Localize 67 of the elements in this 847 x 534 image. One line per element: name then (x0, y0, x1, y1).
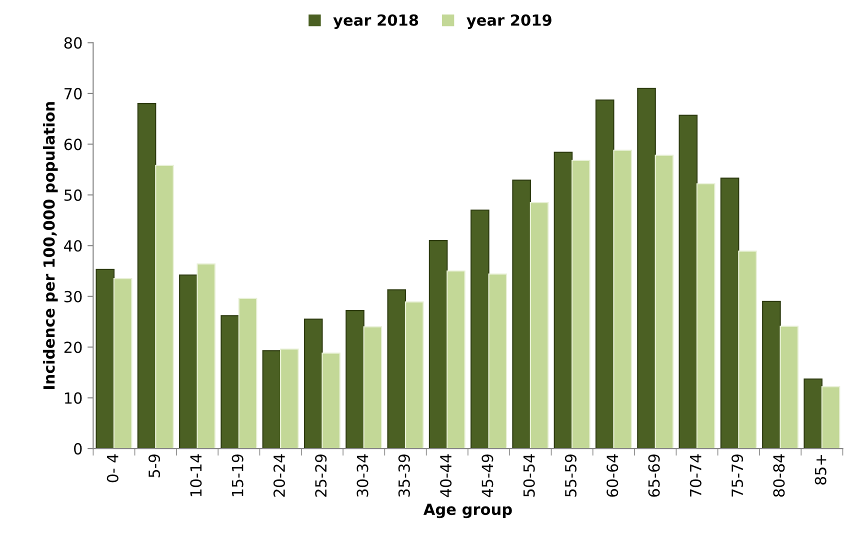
x-tick-label: 75-79 (732, 454, 744, 497)
bar (804, 378, 822, 449)
bar (96, 268, 115, 449)
bar (554, 152, 573, 449)
bar (280, 348, 299, 449)
bar (696, 183, 716, 449)
x-tick-label: 85+ (814, 455, 826, 485)
bar (262, 350, 282, 449)
y-tick-label: 50 (64, 189, 82, 201)
bar (821, 386, 840, 449)
y-tick-label: 10 (64, 392, 82, 404)
x-tick-label: 40-44 (440, 454, 452, 498)
bar (346, 310, 364, 449)
x-tick-label: 80-84 (773, 454, 785, 497)
x-tick-label: 15-19 (232, 454, 244, 496)
bar (196, 263, 216, 449)
y-tick-label: 0 (74, 443, 82, 455)
x-tick-label: 60-64 (606, 454, 618, 497)
x-tick-label: 45-49 (482, 454, 494, 498)
bar (470, 210, 490, 449)
x-tick-label: 50-54 (523, 454, 535, 497)
bar (678, 114, 698, 449)
x-axis-title: Age group (423, 504, 512, 518)
y-tick-label: 70 (64, 88, 82, 100)
bar (738, 250, 757, 449)
bar (530, 202, 549, 449)
bar (322, 352, 340, 449)
y-tick-label: 40 (64, 240, 82, 252)
x-tick-label: 55-59 (564, 454, 577, 497)
y-tick-label: 30 (64, 290, 82, 302)
y-axis-title: Incidence per 100,000 population (42, 102, 58, 389)
x-tick-label: 25-29 (315, 454, 327, 497)
x-tick-label: 70-74 (690, 454, 702, 497)
bar (613, 150, 632, 449)
x-tick-label: 5-9 (148, 454, 160, 478)
bar (446, 270, 466, 449)
bar (113, 278, 132, 449)
legend-label: year 2018 (333, 14, 418, 29)
x-tick-label: 35-39 (398, 454, 410, 497)
bar (220, 315, 240, 449)
x-tick-label: 65-69 (648, 454, 660, 497)
x-tick-label: 20-24 (273, 454, 285, 497)
x-tick-label: 10-14 (190, 454, 202, 496)
bar (304, 318, 323, 449)
bar (762, 300, 781, 449)
bar (155, 164, 174, 449)
bar (488, 273, 508, 449)
bar (363, 326, 382, 449)
bar (238, 298, 258, 449)
y-tick-label: 80 (64, 37, 82, 49)
legend-label: year 2019 (466, 14, 552, 29)
y-tick-label: 20 (64, 342, 82, 354)
bar (179, 274, 198, 449)
bar (654, 154, 674, 449)
bar (404, 301, 424, 449)
bar (387, 289, 406, 449)
x-tick-label: 0- 4 (106, 454, 118, 482)
bar (572, 160, 590, 449)
bar (720, 178, 740, 449)
bar (428, 240, 448, 449)
bar (512, 180, 531, 449)
bar (137, 103, 156, 449)
bar (780, 326, 799, 449)
bar (595, 99, 614, 449)
y-tick-label: 60 (64, 138, 82, 150)
x-tick-label: 30-34 (356, 454, 368, 497)
bar (637, 88, 656, 449)
